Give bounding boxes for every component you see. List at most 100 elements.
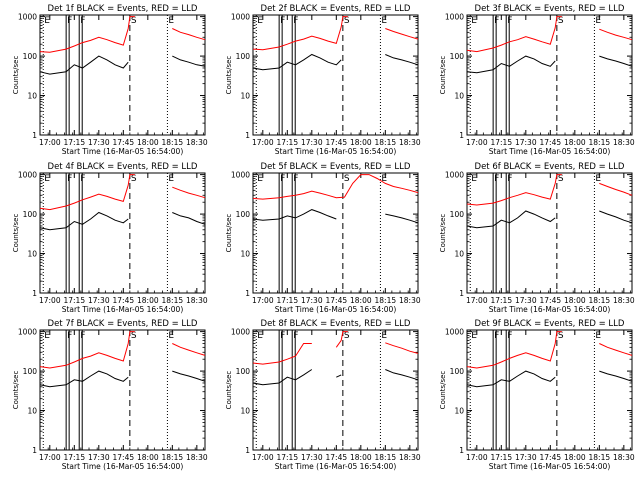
panel-grid: Det 1f BLACK = Events, RED = LLD 1 10 100 10… — [12, 4, 635, 471]
marker-label: E — [381, 174, 387, 184]
series-line-lld — [466, 174, 633, 206]
x-tick-label: 17:15 — [63, 453, 85, 462]
y-tick-label: 1 — [459, 289, 464, 298]
x-tick-label: 17:45 — [113, 138, 135, 147]
marker-label: S — [558, 331, 564, 341]
panel-title: Det 1f BLACK = Events, RED = LLD — [48, 4, 198, 14]
y-axis-label: Counts/sec — [12, 371, 20, 410]
panel-3: Det 3f BLACK = Events, RED = LLD 1 10 100 10… — [439, 4, 635, 156]
x-tick-label: 17:00 — [39, 453, 61, 462]
panel-title: Det 4f BLACK = Events, RED = LLD — [48, 162, 198, 172]
x-tick-label: 17:15 — [63, 138, 85, 147]
marker-label: S — [344, 331, 350, 341]
y-tick-label: 10 — [240, 92, 250, 101]
marker-label: E — [168, 16, 174, 26]
marker-label: E — [381, 16, 387, 26]
series-line-events — [252, 53, 419, 71]
marker-label: F — [280, 331, 285, 341]
y-tick-label: 1000 — [231, 328, 250, 337]
panel-6: Det 6f BLACK = Events, RED = LLD 1 10 100 10… — [439, 162, 635, 314]
y-axis-label: Counts/sec — [12, 56, 20, 95]
marker-label: F — [293, 331, 298, 341]
x-tick-label: 17:45 — [540, 296, 562, 305]
marker-label: F — [494, 16, 499, 26]
y-tick-label: 10 — [454, 250, 464, 259]
plot-frame — [39, 14, 206, 136]
marker-label: F — [507, 174, 512, 184]
x-tick-label: 18:30 — [399, 296, 421, 305]
plot-frame — [252, 172, 419, 294]
series-line-events — [39, 211, 206, 231]
x-axis-label: Start Time (16-Mar-05 16:54:00) — [62, 462, 184, 471]
plot-frame — [39, 172, 206, 294]
y-tick-label: 100 — [23, 52, 38, 61]
plot-frame — [252, 14, 419, 136]
marker-label: F — [80, 174, 85, 184]
x-tick-label: 17:45 — [326, 453, 348, 462]
x-tick-label: 18:00 — [137, 296, 159, 305]
x-tick-label: 17:15 — [490, 138, 512, 147]
y-axis-label: Counts/sec — [225, 214, 233, 253]
marker-label: F — [494, 174, 499, 184]
marker-label: E — [471, 174, 477, 184]
marker-label: S — [131, 174, 137, 184]
x-tick-label: 18:30 — [613, 296, 635, 305]
x-tick-label: 17:00 — [466, 138, 488, 147]
x-axis-label: Start Time (16-Mar-05 16:54:00) — [489, 305, 611, 314]
x-tick-label: 18:15 — [162, 138, 184, 147]
panel-title: Det 6f BLACK = Events, RED = LLD — [475, 162, 625, 172]
panel-5: Det 5f BLACK = Events, RED = LLD 1 10 100 10… — [225, 162, 421, 314]
x-tick-label: 18:30 — [186, 453, 208, 462]
x-tick-label: 18:30 — [613, 138, 635, 147]
y-tick-label: 1 — [32, 131, 37, 140]
y-tick-label: 10 — [240, 407, 250, 416]
x-axis-label: Start Time (16-Mar-05 16:54:00) — [489, 462, 611, 471]
y-tick-label: 10 — [27, 250, 37, 259]
y-tick-label: 1000 — [445, 13, 464, 22]
x-tick-label: 17:00 — [466, 453, 488, 462]
marker-label: F — [280, 16, 285, 26]
x-tick-label: 17:45 — [326, 296, 348, 305]
x-tick-label: 17:45 — [113, 296, 135, 305]
x-tick-label: 17:30 — [301, 138, 323, 147]
series-line-lld — [39, 16, 206, 53]
x-tick-label: 17:15 — [63, 296, 85, 305]
x-tick-label: 17:45 — [540, 453, 562, 462]
series-line-events — [466, 210, 633, 229]
series-line-events — [252, 209, 419, 224]
y-tick-label: 1000 — [18, 328, 37, 337]
x-axis-label: Start Time (16-Mar-05 16:54:00) — [62, 147, 184, 156]
y-axis-label: Counts/sec — [12, 214, 20, 253]
y-tick-label: 1 — [245, 131, 250, 140]
x-axis-label: Start Time (16-Mar-05 16:54:00) — [275, 305, 397, 314]
x-tick-label: 17:00 — [39, 296, 61, 305]
marker-label: F — [67, 16, 72, 26]
marker-label: F — [507, 16, 512, 26]
y-tick-label: 100 — [236, 52, 251, 61]
x-tick-label: 18:30 — [399, 453, 421, 462]
marker-label: E — [595, 16, 601, 26]
x-tick-label: 18:30 — [613, 453, 635, 462]
marker-label: E — [168, 331, 174, 341]
x-tick-label: 17:00 — [252, 453, 274, 462]
y-tick-label: 1 — [245, 289, 250, 298]
series-line-lld — [39, 331, 206, 369]
x-tick-label: 17:30 — [88, 138, 110, 147]
marker-label: S — [344, 174, 350, 184]
plot-frame — [39, 329, 206, 451]
x-tick-label: 18:15 — [375, 138, 397, 147]
marker-label: E — [595, 174, 601, 184]
x-tick-label: 17:15 — [490, 296, 512, 305]
y-tick-label: 1 — [459, 131, 464, 140]
marker-label: F — [80, 331, 85, 341]
y-tick-label: 100 — [236, 367, 251, 376]
y-tick-label: 1 — [245, 446, 250, 455]
y-tick-label: 10 — [27, 407, 37, 416]
series-line-lld — [252, 331, 419, 365]
plot-frame — [466, 14, 633, 136]
panel-7: Det 7f BLACK = Events, RED = LLD 1 10 100 10… — [12, 319, 208, 471]
x-tick-label: 17:30 — [515, 138, 537, 147]
marker-label: E — [471, 331, 477, 341]
x-tick-label: 17:00 — [39, 138, 61, 147]
